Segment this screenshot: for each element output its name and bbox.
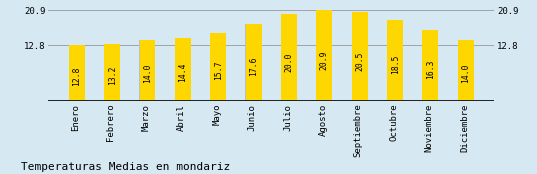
Bar [211, 33, 226, 101]
Bar [458, 40, 471, 101]
Bar [140, 40, 155, 101]
Bar [139, 40, 153, 101]
Bar [387, 20, 403, 101]
Text: 18.5: 18.5 [390, 55, 400, 74]
Text: 13.2: 13.2 [107, 65, 117, 85]
Text: 12.8: 12.8 [72, 66, 81, 86]
Bar [422, 30, 436, 101]
Bar [458, 40, 474, 101]
Bar [316, 10, 332, 101]
Bar [210, 33, 223, 101]
Text: 14.0: 14.0 [143, 64, 152, 83]
Text: 14.0: 14.0 [461, 64, 470, 83]
Text: 20.9: 20.9 [320, 50, 329, 70]
Bar [245, 24, 259, 101]
Text: 16.3: 16.3 [426, 59, 435, 79]
Text: Temperaturas Medias en mondariz: Temperaturas Medias en mondariz [21, 162, 231, 172]
Bar [352, 12, 368, 101]
Bar [175, 38, 191, 101]
Bar [352, 12, 365, 101]
Bar [281, 14, 297, 101]
Text: 15.7: 15.7 [214, 60, 223, 80]
Bar [104, 44, 120, 101]
Bar [281, 14, 294, 101]
Bar [104, 44, 118, 101]
Text: 20.5: 20.5 [355, 51, 364, 70]
Text: 17.6: 17.6 [249, 57, 258, 76]
Bar [69, 45, 85, 101]
Bar [245, 24, 262, 101]
Text: 14.4: 14.4 [178, 63, 187, 82]
Bar [175, 38, 188, 101]
Bar [423, 30, 438, 101]
Bar [316, 10, 330, 101]
Text: 20.0: 20.0 [285, 52, 293, 72]
Bar [387, 20, 401, 101]
Bar [69, 45, 82, 101]
